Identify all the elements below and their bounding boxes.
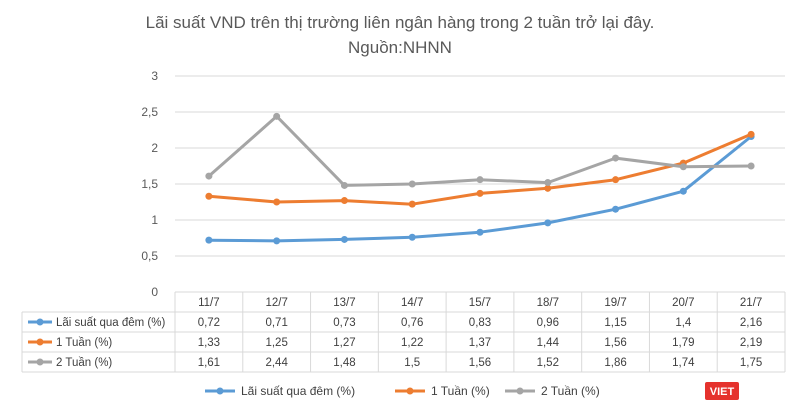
y-tick-label: 1 [151, 213, 158, 227]
table-cell-value: 2,19 [740, 337, 762, 349]
data-point [340, 235, 348, 243]
data-point [544, 219, 552, 227]
table-cell-value: 1,56 [469, 357, 491, 369]
table-cell-value: 1,25 [265, 337, 287, 349]
legend-label: 2 Tuần (%) [541, 384, 600, 398]
table-cell-value: 1,56 [604, 337, 626, 349]
data-point [273, 237, 281, 245]
data-point [273, 198, 281, 206]
chart-title: Lãi suất VND trên thị trường liên ngân h… [146, 13, 655, 32]
data-point [408, 180, 416, 188]
table-cell-value: 1,79 [672, 337, 694, 349]
data-table: 11/7 12/7 13/7 14/7 15/7 18/7 19/7 20/7 21/7 Lãi … [21, 291, 786, 373]
table-series-name: Lãi suất qua đêm (%) [56, 317, 165, 329]
data-point [476, 189, 484, 197]
y-tick-label: 2 [151, 141, 158, 155]
legend-marker [406, 387, 414, 395]
legend-label: 1 Tuần (%) [431, 384, 490, 398]
table-cell-value: 1,27 [333, 337, 355, 349]
table-cell-value: 1,33 [198, 337, 220, 349]
table-cell-value: 2,16 [740, 317, 762, 329]
table-cell-value: 0,71 [265, 317, 287, 329]
data-point [679, 187, 687, 195]
data-point [408, 233, 416, 241]
data-point [205, 236, 213, 244]
data-point [408, 200, 416, 208]
y-tick-label: 0,5 [141, 249, 158, 263]
data-point [340, 181, 348, 189]
y-tick-label: 3 [151, 69, 158, 83]
table-cell-value: 0,73 [333, 317, 355, 329]
legend-marker [216, 387, 224, 395]
data-point [476, 228, 484, 236]
table-cell-value: 0,76 [401, 317, 423, 329]
data-point [205, 192, 213, 200]
data-point [273, 112, 281, 120]
table-cell-value: 1,22 [401, 337, 423, 349]
brand-text: VIET [710, 386, 735, 398]
gridlines [175, 75, 785, 257]
x-tick-label: 12/7 [265, 297, 287, 309]
brand-logo: VIET [705, 382, 739, 400]
table-cell-value: 1,48 [333, 357, 355, 369]
table-cell-value: 0,96 [537, 317, 559, 329]
x-tick-label: 21/7 [740, 297, 762, 309]
legend: Lãi suất qua đêm (%) 1 Tuần (%) 2 Tuần (%) [205, 384, 600, 398]
table-cell-value: 1,4 [675, 317, 692, 329]
x-tick-label: 15/7 [469, 297, 491, 309]
table-cell-value: 0,72 [198, 317, 220, 329]
legend-marker [516, 387, 524, 395]
y-tick-label: 0 [151, 285, 158, 299]
data-point [747, 162, 755, 170]
brand-badge [705, 382, 739, 400]
data-point [476, 176, 484, 184]
table-cell-value: 2,44 [265, 357, 288, 369]
table-cell-value: 1,37 [469, 337, 491, 349]
table-cell-value: 1,75 [740, 357, 762, 369]
table-cell-value: 1,74 [672, 357, 695, 369]
x-tick-label: 18/7 [537, 297, 559, 309]
chart-subtitle: Nguồn:NHNN [348, 38, 452, 57]
legend-label: Lãi suất qua đêm (%) [241, 384, 355, 398]
x-tick-label: 13/7 [333, 297, 355, 309]
table-cell-value: 1,44 [537, 337, 560, 349]
x-tick-label: 11/7 [198, 297, 220, 309]
table-cell-value: 1,5 [404, 357, 420, 369]
data-point [679, 163, 687, 171]
y-tick-label: 1,5 [141, 177, 158, 191]
data-point [747, 130, 755, 138]
data-point [205, 172, 213, 180]
data-point [544, 179, 552, 187]
table-series-name: 2 Tuần (%) [56, 357, 112, 369]
table-cell-value: 1,15 [604, 317, 626, 329]
table-legend-marker [36, 338, 44, 346]
series-line [207, 135, 753, 243]
y-tick-label: 2,5 [141, 105, 158, 119]
table-legend-marker [36, 358, 44, 366]
table-cell-value: 0,83 [469, 317, 491, 329]
y-axis: 0 0,5 1 1,5 2 2,5 3 [141, 69, 158, 299]
series-line [207, 114, 753, 187]
table-cell-value: 1,61 [198, 357, 220, 369]
x-tick-label: 19/7 [604, 297, 626, 309]
data-point [612, 154, 620, 162]
plot-area [205, 112, 755, 245]
x-tick-label: 20/7 [672, 297, 694, 309]
table-legend-marker [36, 318, 44, 326]
table-cell-value: 1,86 [604, 357, 626, 369]
data-point [544, 184, 552, 192]
table-series-name: 1 Tuần (%) [56, 337, 112, 349]
data-point [340, 197, 348, 205]
table-cell-value: 1,52 [537, 357, 559, 369]
x-tick-label: 14/7 [401, 297, 423, 309]
data-point [612, 176, 620, 184]
data-point [612, 205, 620, 213]
